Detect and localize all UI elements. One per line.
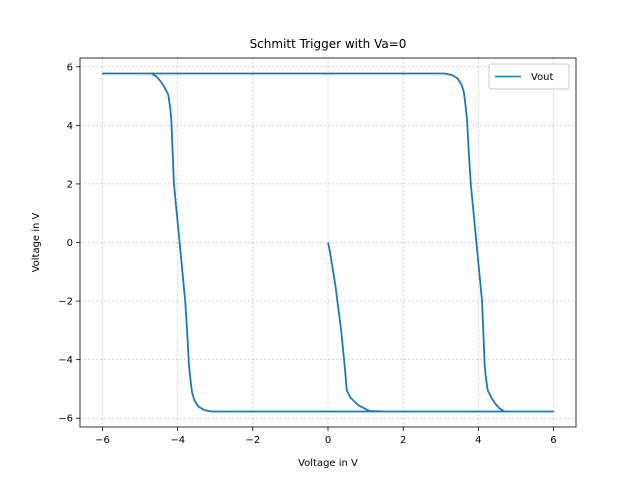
legend-box <box>488 63 570 90</box>
x-tick-label: 0 <box>325 435 331 446</box>
ticks: −6 −4 −2 0 2 4 6 −6 −4 −2 0 2 4 6 <box>58 62 556 446</box>
y-tick-label: 6 <box>67 62 73 73</box>
x-axis-label: Voltage in V <box>298 458 358 469</box>
legend: Vout <box>488 63 570 90</box>
y-tick-label: 2 <box>67 179 73 190</box>
x-tick-label: 6 <box>550 435 556 446</box>
y-tick-label: 4 <box>67 121 73 132</box>
x-tick-label: −2 <box>245 435 260 446</box>
legend-entry-vout: Vout <box>531 72 554 83</box>
x-tick-label: 2 <box>400 435 406 446</box>
series-line-vout <box>101 72 555 413</box>
chart-title: Schmitt Trigger with Va=0 <box>250 37 407 51</box>
y-tick-label: −4 <box>58 355 73 366</box>
y-axis-label: Voltage in V <box>31 212 42 272</box>
y-tick-label: 0 <box>67 238 73 249</box>
y-tick-label: −6 <box>58 414 73 425</box>
x-tick-label: 4 <box>475 435 481 446</box>
y-tick-label: −2 <box>58 297 73 308</box>
series-layer <box>101 72 555 413</box>
x-tick-label: −4 <box>170 435 185 446</box>
x-tick-label: −6 <box>95 435 110 446</box>
